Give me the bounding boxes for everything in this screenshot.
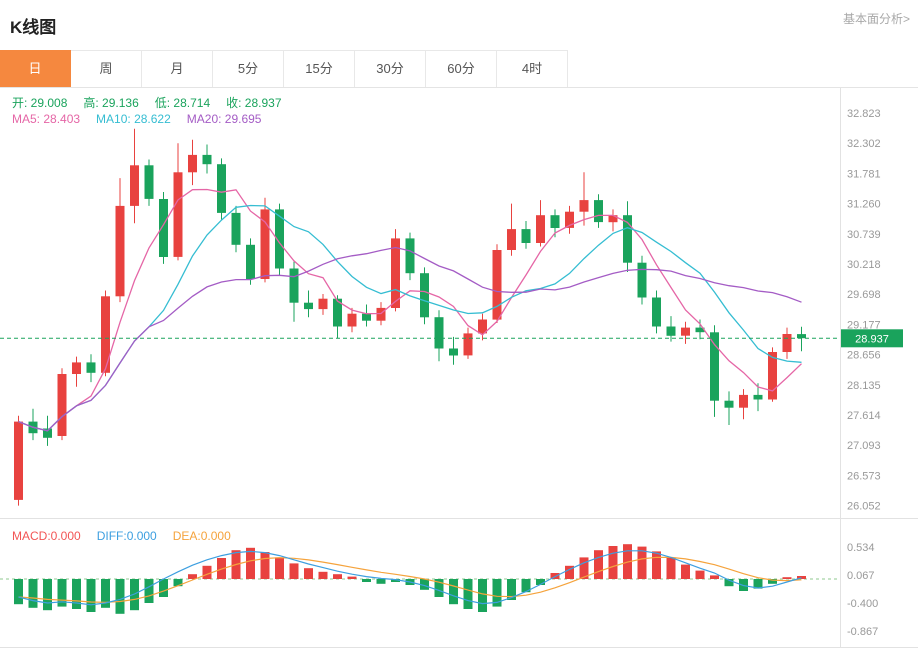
svg-text:27.614: 27.614 (847, 410, 881, 422)
svg-text:30.218: 30.218 (847, 259, 881, 271)
macd-axis-labels: 0.534 0.067 -0.400 -0.867 (847, 542, 878, 638)
svg-text:28.135: 28.135 (847, 380, 881, 392)
page-title: K线图 (10, 18, 57, 37)
tab-bar: 日周月 5分 15分 30分 60分 4时 (0, 50, 918, 88)
ohlc-legend: 开: 29.008 高: 29.136 低: 28.714 收: 28.937 (12, 94, 298, 111)
legend-low: 低: 28.714 (154, 96, 211, 110)
legend-ma10: MA10: 28.622 (96, 112, 171, 126)
svg-text:28.656: 28.656 (847, 350, 881, 362)
svg-text:28.937: 28.937 (855, 333, 889, 345)
legend-dea: DEA:0.000 (172, 529, 231, 543)
price-axis-labels: 32.823 32.302 31.781 31.260 30.739 30.218 29.6… (847, 108, 881, 513)
svg-text:32.302: 32.302 (847, 138, 881, 150)
chart-area: 32.823 32.302 31.781 31.260 30.739 30.218 29.6… (0, 88, 918, 650)
fundamental-analysis-link[interactable]: 基本面分析> (842, 12, 910, 26)
tab-30分[interactable]: 30分 (355, 50, 426, 87)
svg-text:30.739: 30.739 (847, 229, 881, 241)
tab-60分[interactable]: 60分 (426, 50, 497, 87)
tab-月[interactable]: 月 (142, 50, 213, 87)
svg-text:-0.400: -0.400 (847, 598, 878, 610)
macd-histogram (14, 544, 806, 614)
svg-text:0.067: 0.067 (847, 570, 875, 582)
tab-周[interactable]: 周 (71, 50, 142, 87)
ma-lines (18, 188, 802, 432)
tab-日[interactable]: 日 (0, 50, 71, 87)
svg-text:0.534: 0.534 (847, 542, 875, 554)
chart-canvas[interactable]: 32.823 32.302 31.781 31.260 30.739 30.218 29.6… (0, 88, 918, 650)
svg-text:26.052: 26.052 (847, 501, 881, 513)
legend-close: 收: 28.937 (226, 96, 282, 110)
legend-ma5: MA5: 28.403 (12, 112, 81, 126)
svg-text:32.823: 32.823 (847, 108, 881, 120)
ma-legend: MA5: 28.403 MA10: 28.622 MA20: 29.695 (12, 112, 277, 126)
svg-text:29.698: 29.698 (847, 289, 881, 301)
legend-ma20: MA20: 29.695 (186, 112, 262, 126)
legend-macd: MACD:0.000 (12, 529, 81, 543)
legend-high: 高: 29.136 (83, 96, 139, 110)
candlestick-series (14, 128, 806, 506)
current-price-tag: 28.937 (841, 329, 903, 348)
svg-text:26.573: 26.573 (847, 470, 881, 482)
legend-diff: DIFF:0.000 (96, 529, 157, 543)
svg-text:27.093: 27.093 (847, 440, 881, 452)
header: K线图 基本面分析> (0, 0, 918, 50)
tab-5分[interactable]: 5分 (213, 50, 284, 87)
macd-legend: MACD:0.000 DIFF:0.000 DEA:0.000 (12, 529, 247, 543)
svg-text:29.177: 29.177 (847, 319, 881, 331)
svg-text:31.260: 31.260 (847, 199, 881, 211)
legend-open: 开: 29.008 (12, 96, 68, 110)
macd-diff-line (18, 550, 802, 606)
tab-4时[interactable]: 4时 (497, 50, 568, 87)
svg-text:31.781: 31.781 (847, 168, 881, 180)
panel-borders (0, 88, 918, 648)
tab-15分[interactable]: 15分 (284, 50, 355, 87)
svg-text:-0.867: -0.867 (847, 626, 878, 638)
